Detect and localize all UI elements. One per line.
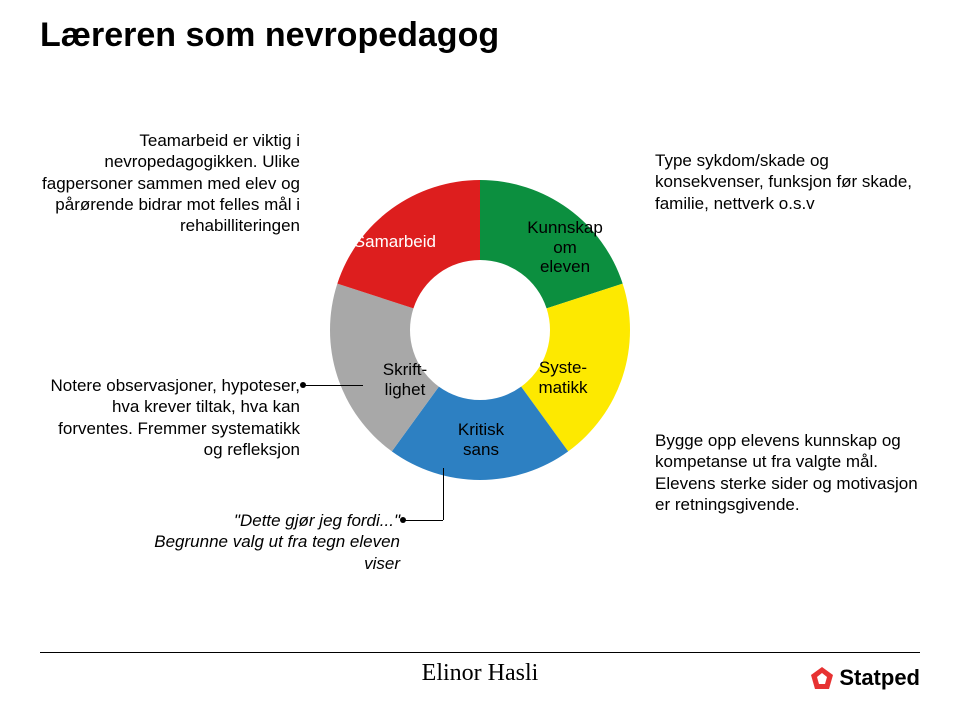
leader-mid-left — [303, 385, 363, 386]
desc-low-left-text: "Dette gjør jeg fordi..."Begrunne valg u… — [154, 511, 400, 573]
leader-low-left-dot — [400, 517, 406, 523]
desc-top-right: Type sykdom/skade og konsekvenser, funks… — [655, 150, 915, 214]
footer-divider — [40, 652, 920, 653]
desc-top-left: Teamarbeid er viktig i nevropedagogikken… — [40, 130, 300, 236]
seg-label-skriftlighet: Skrift-lighet — [370, 360, 440, 399]
logo: Statped — [811, 665, 920, 691]
seg-label-kritisk-sans-text: Kritisksans — [458, 420, 504, 459]
seg-label-systematikk: Syste-matikk — [528, 358, 598, 397]
logo-icon — [811, 667, 833, 689]
desc-low-right: Bygge opp elevens kunnskap og kompetanse… — [655, 430, 925, 515]
seg-label-systematikk-text: Syste-matikk — [538, 358, 587, 397]
desc-top-left-text: Teamarbeid er viktig i nevropedagogikken… — [42, 131, 300, 235]
desc-low-left: "Dette gjør jeg fordi..."Begrunne valg u… — [120, 510, 400, 574]
donut-chart: Samarbeid Skrift-lighet Kritisksans Syst… — [0, 0, 960, 707]
leader-low-left-v — [443, 468, 444, 520]
logo-text: Statped — [839, 665, 920, 691]
desc-top-right-text: Type sykdom/skade og konsekvenser, funks… — [655, 151, 912, 213]
seg-label-samarbeid: Samarbeid — [336, 232, 436, 252]
seg-label-kunnskap-text: Kunnskapomeleven — [527, 218, 603, 276]
desc-low-right-text: Bygge opp elevens kunnskap og kompetanse… — [655, 431, 918, 514]
donut-svg — [0, 0, 960, 707]
leader-mid-left-dot — [300, 382, 306, 388]
desc-mid-left: Notere observasjoner, hypoteser, hva kre… — [40, 375, 300, 460]
leader-low-left-h — [403, 520, 443, 521]
seg-label-kunnskap: Kunnskapomeleven — [510, 218, 620, 277]
slide: Læreren som nevropedagog Samarbeid Skrif… — [0, 0, 960, 707]
seg-label-kritisk-sans: Kritisksans — [446, 420, 516, 459]
seg-label-samarbeid-text: Samarbeid — [354, 232, 436, 251]
seg-label-skriftlighet-text: Skrift-lighet — [383, 360, 427, 399]
desc-mid-left-text: Notere observasjoner, hypoteser, hva kre… — [51, 376, 300, 459]
